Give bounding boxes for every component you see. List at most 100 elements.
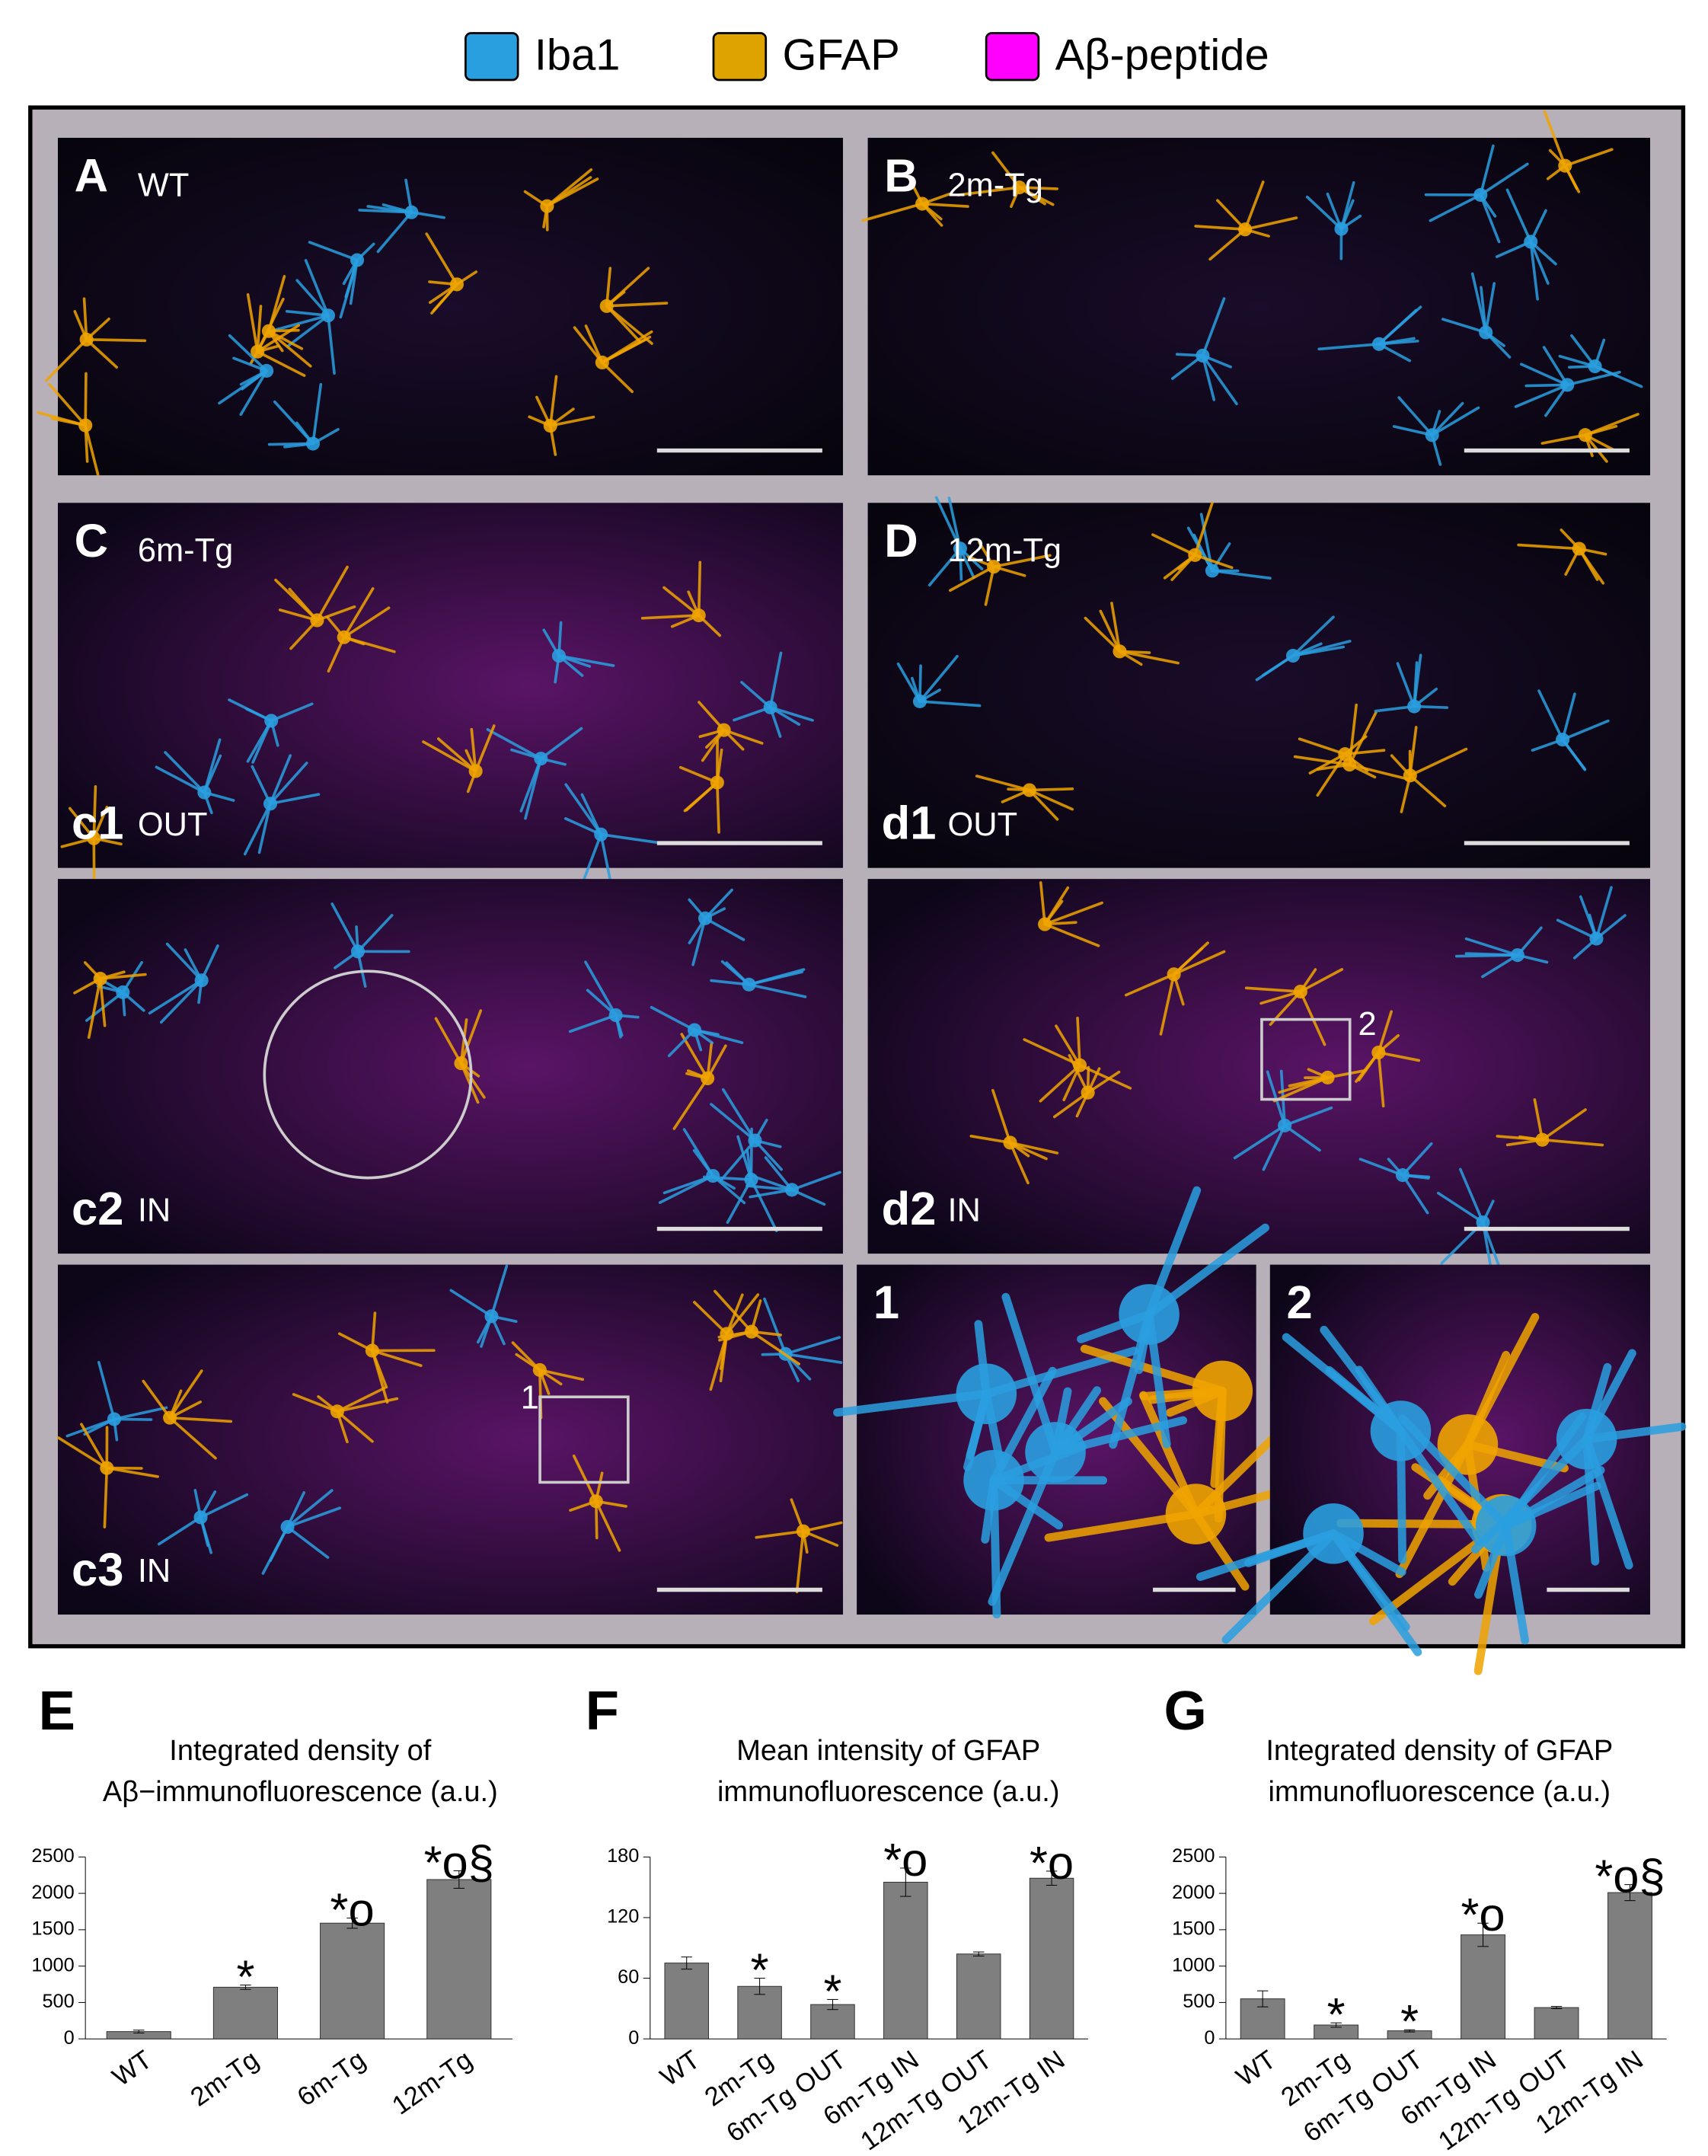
cell-body — [1560, 378, 1575, 392]
cell-body — [687, 1023, 702, 1037]
cell-body — [534, 752, 548, 766]
legend-swatch — [712, 32, 768, 81]
cell-process — [790, 1171, 841, 1192]
cell-process — [768, 651, 783, 709]
cell-process — [371, 1349, 389, 1404]
cell-process — [449, 1289, 493, 1318]
cell-body — [532, 1362, 547, 1377]
cell-process — [1283, 1124, 1321, 1152]
panel-label: 2m-Tg — [948, 168, 1043, 204]
cell-process — [1378, 308, 1418, 346]
cell-process — [601, 361, 634, 394]
x-tick-label: WT — [107, 2045, 158, 2092]
cell-process — [269, 754, 292, 806]
cell-process — [168, 1369, 203, 1420]
cell-process — [1542, 346, 1569, 387]
cell-process — [256, 324, 300, 353]
cell-body — [1395, 1168, 1410, 1183]
cell-body — [599, 299, 614, 313]
y-tick-label: 2000 — [31, 1882, 74, 1903]
cell-body — [608, 1008, 623, 1023]
cell-body — [953, 541, 967, 556]
y-tick-label: 0 — [1204, 2027, 1215, 2049]
cell-process — [1110, 602, 1122, 653]
cell-process — [1540, 1108, 1587, 1142]
cell-process — [1409, 747, 1468, 778]
panel-sublabel-text: IN — [138, 1192, 171, 1228]
cell-process — [934, 496, 962, 551]
cell-process — [599, 832, 612, 882]
cell-process — [1201, 354, 1216, 401]
cell-process — [714, 1289, 753, 1334]
cell-process — [693, 1301, 729, 1336]
cell-process — [246, 719, 273, 763]
y-tick-label: 2000 — [1172, 1882, 1215, 1903]
cell-process — [1595, 886, 1613, 941]
cell-process — [342, 635, 396, 653]
cell-body — [1578, 428, 1592, 442]
cell-process — [1377, 1010, 1393, 1054]
cell-process — [768, 706, 814, 722]
cell-process — [1043, 901, 1103, 926]
panel-sublabel-text: OUT — [138, 807, 208, 843]
cell-body — [1113, 644, 1127, 659]
x-tick-label: WT — [655, 2045, 705, 2092]
cell-process — [672, 1077, 709, 1130]
cell-process — [1401, 1142, 1433, 1177]
cell-process — [239, 369, 268, 417]
cell-process — [274, 578, 319, 622]
cell-process — [991, 1088, 1012, 1145]
cell-process — [157, 1516, 203, 1546]
zoom-box — [1260, 1017, 1352, 1101]
cell-process — [327, 314, 336, 375]
cell-process — [1201, 297, 1226, 357]
y-tick-label: 1000 — [1172, 1954, 1215, 1976]
bar — [665, 1963, 709, 2039]
cell-process — [425, 232, 458, 286]
cell-body — [310, 613, 324, 628]
error-bar — [1257, 1991, 1268, 2007]
cell-body — [1558, 158, 1572, 173]
zoom-box-label: 2 — [1358, 1006, 1377, 1043]
cell-body — [107, 1412, 121, 1426]
cell-body — [260, 363, 274, 378]
cell-process — [599, 832, 659, 844]
cell-process — [975, 775, 1031, 792]
panel-letter: 1 — [873, 1276, 899, 1329]
cell-process — [342, 587, 375, 639]
cell-process — [1464, 937, 1519, 957]
error-bar — [900, 1868, 911, 1896]
cell-process — [1193, 501, 1214, 557]
cell-body — [1073, 1058, 1087, 1072]
cell-process — [165, 942, 203, 982]
cell-process — [1396, 662, 1416, 708]
legend-swatch — [465, 32, 519, 81]
panel-letter: G — [1164, 1681, 1206, 1742]
y-tick-label: 1500 — [1172, 1918, 1215, 1940]
cell-body — [116, 985, 130, 999]
panel-sublabel-text: OUT — [948, 807, 1018, 843]
y-tick-label: 0 — [64, 2027, 75, 2049]
cell-process — [459, 1018, 468, 1065]
x-tick-label: WT — [1231, 2045, 1282, 2092]
cell-process — [56, 1436, 109, 1470]
panel-letter: 2 — [1286, 1276, 1312, 1329]
cell-process — [1436, 1191, 1485, 1224]
cell-body — [280, 1519, 295, 1535]
cell-body — [710, 775, 724, 790]
cell-process — [755, 1529, 805, 1539]
cell-process — [650, 1005, 696, 1032]
cell-process — [1076, 1016, 1081, 1067]
cell-process — [1458, 1167, 1485, 1224]
bar — [213, 1987, 277, 2039]
significance: * — [236, 1950, 254, 2003]
cell-process — [1208, 228, 1247, 261]
cell-process — [267, 329, 312, 368]
cell-process — [1348, 763, 1411, 781]
cell-body — [87, 831, 101, 845]
cell-process — [697, 561, 702, 617]
cell-process — [725, 1293, 760, 1336]
cell-process — [1194, 225, 1247, 232]
cell-process — [148, 979, 203, 1015]
cell-process — [693, 1028, 744, 1044]
